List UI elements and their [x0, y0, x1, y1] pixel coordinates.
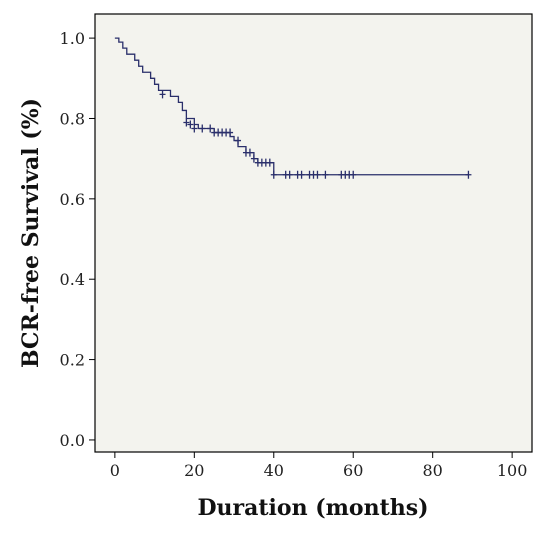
- x-tick-label: 80: [423, 461, 443, 480]
- x-axis-title: Duration (months): [197, 495, 428, 521]
- y-tick-label: 0.2: [60, 351, 85, 370]
- censor-mark: [465, 170, 472, 179]
- x-tick-label: 60: [343, 461, 363, 480]
- censor-mark: [314, 170, 321, 179]
- y-axis: 0.0 0.2 0.4 0.6 0.8 1.0: [60, 29, 95, 450]
- censor-mark: [191, 124, 198, 133]
- y-tick-label: 1.0: [60, 29, 85, 48]
- censor-mark: [246, 148, 253, 157]
- x-tick-label: 40: [264, 461, 284, 480]
- censor-mark: [235, 136, 242, 145]
- censor-mark: [266, 158, 273, 167]
- censor-mark: [286, 170, 293, 179]
- plot-area: [94, 13, 533, 453]
- censor-mark: [199, 124, 206, 133]
- censor-mark: [159, 90, 166, 99]
- y-tick-label: 0.6: [60, 190, 85, 209]
- x-tick-label: 0: [110, 461, 120, 480]
- x-tick-label: 100: [497, 461, 528, 480]
- censor-mark: [322, 170, 329, 179]
- y-tick-label: 0.0: [60, 431, 85, 450]
- censor-mark: [250, 154, 257, 163]
- censor-mark: [187, 120, 194, 129]
- censor-mark: [350, 170, 357, 179]
- y-tick-label: 0.8: [60, 109, 85, 128]
- series-layer: [114, 37, 472, 179]
- x-tick-label: 20: [184, 461, 204, 480]
- censor-mark: [270, 170, 277, 179]
- censor-mark: [298, 170, 305, 179]
- x-axis: 0 20 40 60 80 100: [110, 452, 528, 480]
- censor-mark: [207, 124, 214, 133]
- censor-mark: [227, 128, 234, 137]
- y-axis-title: BCR-free Survival (%): [18, 98, 44, 368]
- y-tick-label: 0.4: [60, 270, 85, 289]
- censor-mark: [183, 118, 190, 127]
- survival-curve: [114, 37, 469, 176]
